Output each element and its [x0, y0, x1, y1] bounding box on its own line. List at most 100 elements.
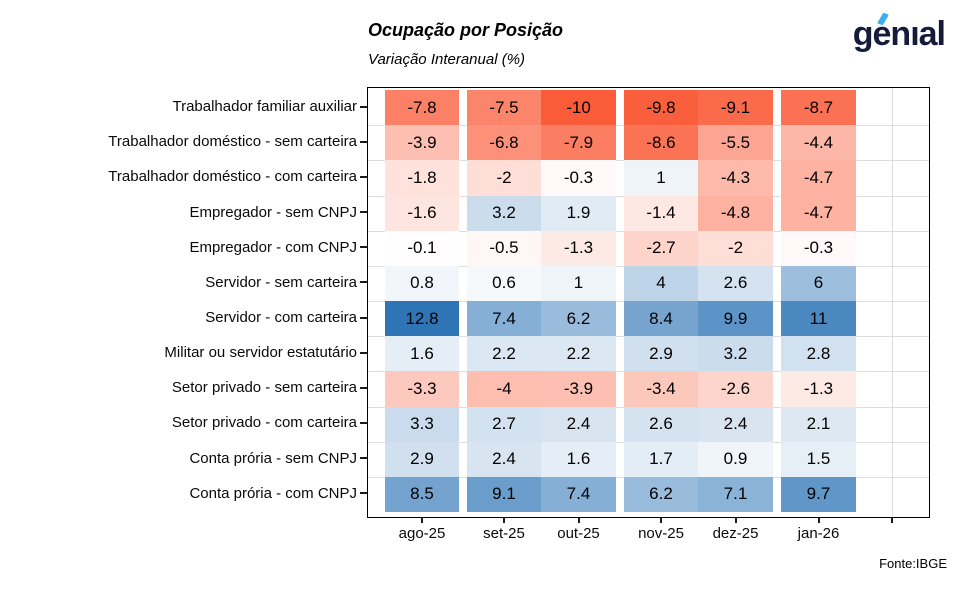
- heatmap-cell: 1.6: [541, 441, 616, 477]
- genial-logo-text: genıal: [852, 15, 946, 53]
- heatmap-cell: -5.5: [698, 125, 773, 161]
- heatmap-cell: -2.6: [698, 371, 773, 407]
- heatmap-cell: -2: [467, 160, 541, 196]
- row-label: Trabalhador doméstico - sem carteira: [0, 124, 367, 159]
- heatmap-cell: 0.6: [467, 265, 541, 301]
- heatmap-cell: -3.9: [385, 125, 459, 161]
- chart-title: Ocupação por Posição: [368, 20, 564, 40]
- x-axis-tick: [421, 518, 423, 523]
- x-axis: ago-25 set-25 out-25 nov-25 dez-25 jan-26: [368, 518, 931, 558]
- heatmap-cell: 1.5: [781, 441, 856, 477]
- heatmap-cell: 2.2: [467, 336, 541, 372]
- row-label: Conta prória - sem CNPJ: [0, 441, 367, 476]
- heatmap-cell: -4.7: [781, 195, 856, 231]
- heatmap-cell: 1.7: [624, 441, 698, 477]
- row-label: Militar ou servidor estatutário: [0, 335, 367, 370]
- heatmap-cell: -2.7: [624, 230, 698, 266]
- row-label: Empregador - com CNPJ: [0, 230, 367, 265]
- heatmap-panel: -7.8 -7.5 -10 -9.8 -9.1 -8.7 -3.9 -6.8 -7.9 -8.6-…: [367, 87, 930, 518]
- heatmap-cell: 2.9: [385, 441, 459, 477]
- x-axis-tick: [891, 518, 893, 523]
- heatmap-cell: 12.8: [385, 301, 459, 337]
- heatmap-cell: -3.9: [541, 371, 616, 407]
- genial-logo: genıal: [852, 12, 946, 56]
- heatmap-cell: 1.9: [541, 195, 616, 231]
- row-label: Trabalhador familiar auxiliar: [0, 89, 367, 124]
- row-label: Setor privado - com carteira: [0, 405, 367, 440]
- heatmap-cell: 2.2: [541, 336, 616, 372]
- heatmap-cell: -0.3: [541, 160, 616, 196]
- heatmap-cell: -7.9: [541, 125, 616, 161]
- heatmap-cell: -4.8: [698, 195, 773, 231]
- heatmap-cell: -9.1: [698, 90, 773, 126]
- heatmap-cell: 2.7: [467, 406, 541, 442]
- heatmap-cell: -10: [541, 90, 616, 126]
- heatmap-cell: 0.9: [698, 441, 773, 477]
- x-axis-tick: [577, 518, 580, 523]
- heatmap-cell: -8.6: [624, 125, 698, 161]
- heatmap-cell: 9.7: [781, 476, 856, 512]
- heatmap-cell: -1.4: [624, 195, 698, 231]
- heatmap-cell: -4.4: [781, 125, 856, 161]
- heatmap-cell: -4.3: [698, 160, 773, 196]
- heatmap-cell: -7.8: [385, 90, 459, 126]
- heatmap-cell: 2.9: [624, 336, 698, 372]
- heatmap-cell: -1.3: [541, 230, 616, 266]
- row-label: Trabalhador doméstico - com carteira: [0, 159, 367, 194]
- chart-subtitle: Variação Interanual (%): [368, 51, 526, 68]
- heatmap-cell: 0.8: [385, 265, 459, 301]
- x-axis-tick: [817, 518, 820, 523]
- heatmap-cells: -7.8 -7.5 -10 -9.8 -9.1 -8.7 -3.9 -6.8 -7.9 -8.6-…: [385, 90, 856, 512]
- source-note: Fonte:IBGE: [879, 556, 947, 571]
- heatmap-cell: 1.6: [385, 336, 459, 372]
- column-label: jan-26: [797, 525, 840, 542]
- heatmap-cell: 3.2: [698, 336, 773, 372]
- heatmap-cell: -2: [698, 230, 773, 266]
- heatmap-cell: -4.7: [781, 160, 856, 196]
- heatmap-cell: 9.9: [698, 301, 773, 337]
- heatmap-cell: 1: [541, 265, 616, 301]
- heatmap-cell: 3.2: [467, 195, 541, 231]
- heatmap-cell: 4: [624, 265, 698, 301]
- heatmap-cell: 2.4: [698, 406, 773, 442]
- heatmap-cell: -0.1: [385, 230, 459, 266]
- y-axis-labels: Trabalhador familiar auxiliar Trabalhador…: [0, 89, 367, 511]
- heatmap-cell: 8.4: [624, 301, 698, 337]
- row-label: Servidor - sem carteira: [0, 265, 367, 300]
- heatmap-cell: -7.5: [467, 90, 541, 126]
- heatmap-cell: -9.8: [624, 90, 698, 126]
- heatmap-cell: 6: [781, 265, 856, 301]
- x-axis-tick: [503, 518, 505, 523]
- heatmap-cell: 8.5: [385, 476, 459, 512]
- heatmap-cell: 6.2: [624, 476, 698, 512]
- x-axis-tick: [734, 518, 737, 523]
- heatmap-cell: 9.1: [467, 476, 541, 512]
- heatmap-cell: 2.4: [467, 441, 541, 477]
- column-label: dez-25: [712, 525, 759, 542]
- heatmap-cell: 6.2: [541, 301, 616, 337]
- heatmap-cell: -1.3: [781, 371, 856, 407]
- heatmap-cell: 7.4: [467, 301, 541, 337]
- heatmap-cell: -0.3: [781, 230, 856, 266]
- column-label: nov-25: [638, 525, 684, 542]
- heatmap-cell: 2.4: [541, 406, 616, 442]
- heatmap-cell: -3.4: [624, 371, 698, 407]
- row-label: Empregador - sem CNPJ: [0, 194, 367, 229]
- heatmap-cell: 2.6: [698, 265, 773, 301]
- heatmap-cell: 1: [624, 160, 698, 196]
- heatmap-cell: 2.6: [624, 406, 698, 442]
- heatmap-cell: 3.3: [385, 406, 459, 442]
- heatmap-cell: 7.4: [541, 476, 616, 512]
- x-axis-tick: [660, 518, 662, 523]
- column-label: ago-25: [398, 525, 446, 542]
- row-label: Conta prória - com CNPJ: [0, 476, 367, 511]
- heatmap-cell: -6.8: [467, 125, 541, 161]
- heatmap-cell: -1.8: [385, 160, 459, 196]
- heatmap-cell: -4: [467, 371, 541, 407]
- heatmap-cell: -0.5: [467, 230, 541, 266]
- heatmap-cell: -1.6: [385, 195, 459, 231]
- heatmap-cell: 11: [781, 301, 856, 337]
- row-label: Setor privado - sem carteira: [0, 370, 367, 405]
- heatmap-cell: 7.1: [698, 476, 773, 512]
